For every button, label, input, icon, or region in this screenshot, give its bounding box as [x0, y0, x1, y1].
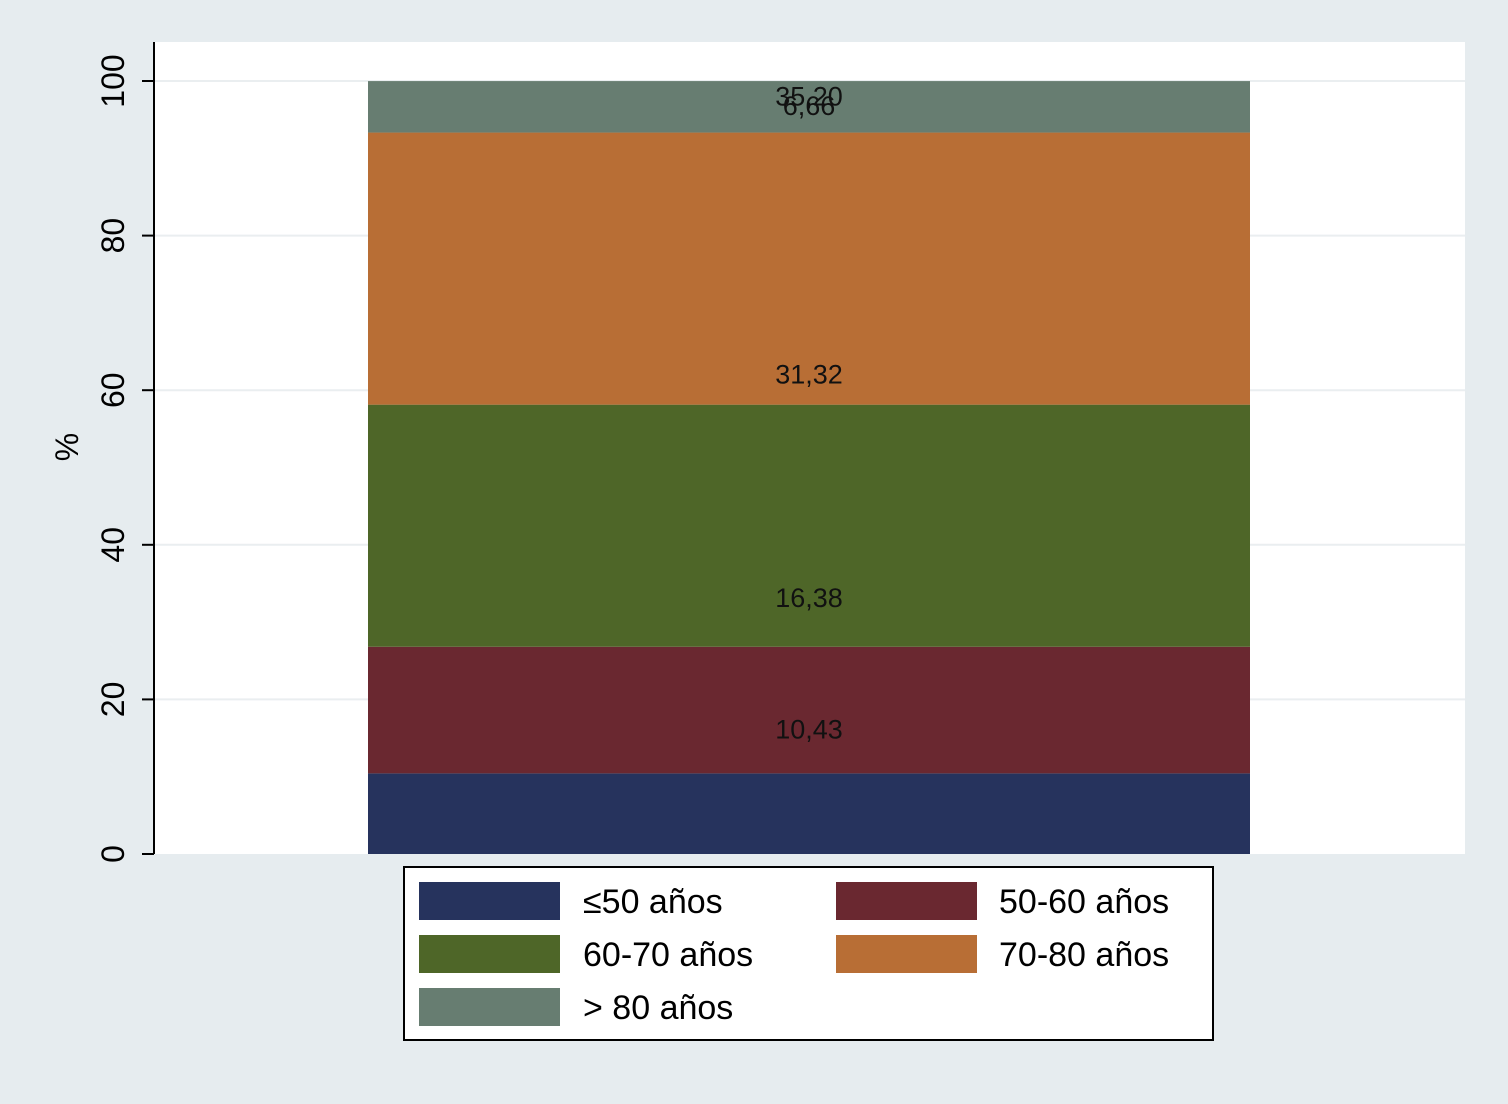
legend-label: 50-60 años: [999, 883, 1169, 921]
bar-segment: [368, 132, 1250, 405]
y-tick-label: 60: [95, 372, 131, 408]
bar-segment: [368, 773, 1250, 854]
y-tick-label: 20: [95, 682, 131, 718]
legend-swatch: [419, 935, 560, 973]
data-labels: 10,43 16,38 31,32 35,206,66: [775, 82, 843, 745]
bar-segment: [368, 81, 1250, 133]
data-label: 16,38: [775, 583, 843, 613]
data-label: 35,20: [775, 82, 843, 112]
legend-swatch: [836, 935, 977, 973]
legend-swatch: [836, 882, 977, 920]
legend-label: 70-80 años: [999, 936, 1169, 974]
data-label: 6,66: [783, 91, 836, 121]
bar-segment: [368, 646, 1250, 774]
legend-label: > 80 años: [583, 989, 733, 1027]
y-tick-label: 80: [95, 218, 131, 254]
data-label: 10,43: [775, 714, 843, 744]
y-tick-label: 40: [95, 527, 131, 563]
legend-swatch: [419, 882, 560, 920]
y-axis: 0 20 40 60 80 100: [95, 42, 155, 863]
legend-swatch: [419, 988, 560, 1026]
y-axis-title: %: [49, 433, 85, 461]
legend-label: 60-70 años: [583, 936, 753, 974]
legend-label: ≤50 años: [583, 883, 723, 921]
data-label: 31,32: [775, 360, 843, 390]
bar-segment: [368, 404, 1250, 647]
y-tick-label: 0: [95, 845, 131, 863]
bar-stack: [368, 81, 1250, 854]
legend: ≤50 años 50-60 años 60-70 años 70-80 años > …: [403, 866, 1214, 1041]
y-tick-label: 100: [95, 54, 131, 107]
